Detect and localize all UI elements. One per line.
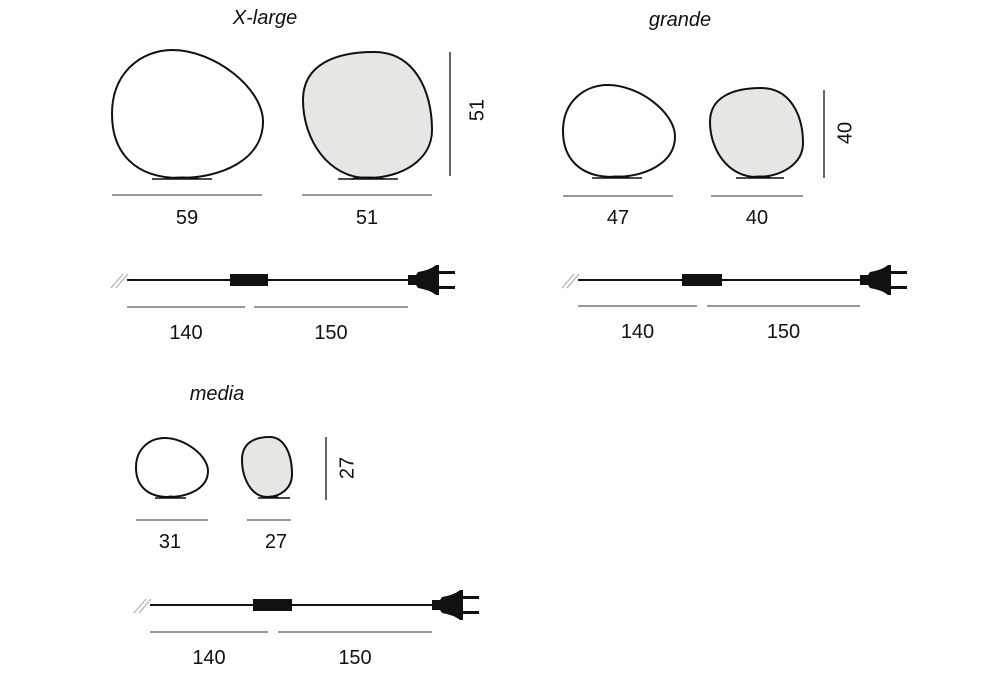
power-cable [561,265,907,295]
cable-break-mark [110,273,124,289]
cable-length-label: 140 [192,647,225,669]
inline-switch [230,274,268,286]
width-label: 59 [176,207,198,229]
lamp-glass-shape [112,50,263,178]
section-title: grande [649,9,711,31]
plug-pin [891,286,907,289]
cable-break-mark [561,273,575,289]
height-label: 27 [336,457,358,479]
width-label: 31 [159,531,181,553]
lamp-glass-shape [303,52,432,178]
lamp-glass-shape [242,437,292,497]
plug-cable-length-label: 150 [314,322,347,344]
cable-length-label: 140 [169,322,202,344]
cable-break-mark [566,273,580,289]
height-label: 51 [466,99,488,121]
width-label: 51 [356,207,378,229]
lamp-glass-shape [710,88,803,177]
lamp-2: 27 [242,437,292,553]
plug-pin [439,271,455,274]
plug-cable-length-label: 150 [767,321,800,343]
section-title: media [190,383,244,405]
lamp-1: 31 [136,438,208,553]
size-section-grande: grande 47 40 40 140 150 [562,9,907,343]
height-label: 40 [834,122,856,144]
plug-pin [891,271,907,274]
size-section-x-large: X-large 59 51 51 140 150 [111,7,488,344]
inline-switch [682,274,722,286]
cable-break-mark [138,598,152,614]
plug-icon [860,265,891,295]
lamp-base-foot [746,175,774,178]
power-cable [133,590,479,620]
lamp-base-foot [162,176,202,179]
lamp-base-foot [602,175,632,178]
lamp-base-foot [348,176,388,179]
power-cable [110,265,455,295]
lamp-base-foot [268,495,280,498]
lamp-2: 51 [302,52,432,229]
lamp-1: 47 [563,85,675,229]
lamp-glass-shape [563,85,675,177]
plug-pin [439,286,455,289]
plug-pin [463,596,479,599]
cable-break-mark [133,598,147,614]
lamp-1: 59 [112,50,263,229]
lamp-base-foot [165,495,176,498]
width-label: 40 [746,207,768,229]
width-label: 27 [265,531,287,553]
lamp-glass-shape [136,438,208,497]
plug-icon [408,265,439,295]
inline-switch [253,599,292,611]
lamp-2: 40 [710,88,803,229]
cable-break-mark [115,273,129,289]
width-label: 47 [607,207,629,229]
plug-cable-length-label: 150 [338,647,371,669]
section-title: X-large [232,7,297,29]
cable-length-label: 140 [621,321,654,343]
plug-pin [463,611,479,614]
plug-icon [432,590,463,620]
size-section-media: media 31 27 27 140 150 [134,383,479,669]
